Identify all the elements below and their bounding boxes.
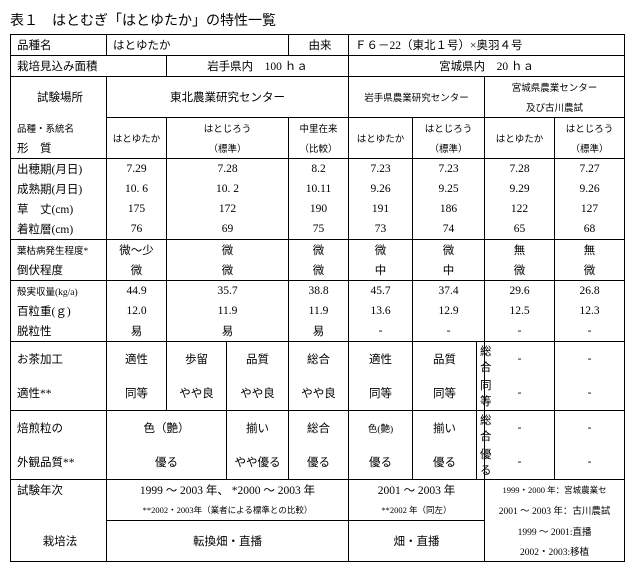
col-a3-1: 中里在来: [289, 118, 349, 139]
variety-name: はとゆたか: [107, 35, 289, 56]
col-a2-1: はとじろう: [167, 118, 289, 139]
row-method-1: 栽培法 転換畑・直播 畑・直播 1999 ～ 2001:直播: [11, 521, 625, 541]
row-yield: 殻実収量(kg/a) 44.9 35.7 38.8 45.7 37.4 29.6…: [11, 281, 625, 302]
col-b2-2: （標準）: [413, 138, 485, 159]
table-title: 表１ はとむぎ「はとゆたか」の特性一覧: [10, 10, 626, 30]
row-tea-1: お茶加工 適性 歩留 品質 総合 適性 品質 総合 - -: [11, 342, 625, 377]
col-lbl: 品種・系統名: [11, 118, 107, 139]
row-leaf: 葉枯病発生程度* 微～少 微 微 微 微 無 無: [11, 240, 625, 261]
origin-val: Ｆ６－22（東北１号）×奥羽４号: [349, 35, 625, 56]
col-b1: はとゆたか: [349, 118, 413, 159]
site-a: 東北農業研究センター: [107, 77, 349, 118]
col-c2-1: はとじろう: [555, 118, 625, 139]
row-hund: 百粒重(ｇ) 12.0 11.9 11.9 13.6 12.9 12.5 12.…: [11, 301, 625, 321]
col-c1: はとゆたか: [485, 118, 555, 159]
area-label: 栽培見込み面積: [11, 56, 167, 77]
site-c-1: 宮城県農業センター: [485, 77, 625, 98]
origin-label: 由来: [289, 35, 349, 56]
col-a3-2: （比較）: [289, 138, 349, 159]
site-b: 岩手県農業研究センター: [349, 77, 485, 118]
col-a2-2: （標準）: [167, 138, 289, 159]
col-c2-2: （標準）: [555, 138, 625, 159]
properties-table: 品種名 はとゆたか 由来 Ｆ６－22（東北１号）×奥羽４号 栽培見込み面積 岩手…: [10, 34, 625, 562]
row-lodge: 倒伏程度 微 微 微 中 中 微 微: [11, 260, 625, 281]
area-miyagi: 宮城県内 20 ｈａ: [349, 56, 625, 77]
area-iwate: 岩手県内 100 ｈａ: [167, 56, 349, 77]
shape-lbl: 形 質: [11, 138, 107, 159]
site-c-2: 及び古川農試: [485, 97, 625, 118]
row-heading: 出穂期(月日) 7.29 7.28 8.2 7.23 7.23 7.28 7.2…: [11, 159, 625, 180]
row-years-2: **2002・2003年（業者による標準との比較） **2002 年（同左） 2…: [11, 500, 625, 521]
col-a1: はとゆたか: [107, 118, 167, 159]
row-roast-1: 焙煎粒の 色（艶） 揃い 総合 色(艶) 揃い 総合 - -: [11, 411, 625, 446]
row-tea-2: 適性** 同等 やや良 やや良 やや良 同等 同等 同等 - -: [11, 376, 625, 411]
row-roast-2: 外観品質** 優る やや優る 優る 優る 優る 優る - -: [11, 445, 625, 480]
col-b2-1: はとじろう: [413, 118, 485, 139]
site-label: 試験場所: [11, 77, 107, 118]
row-grain: 着粒層(cm) 76 69 75 73 74 65 68: [11, 219, 625, 240]
row-mature: 成熟期(月日) 10. 6 10. 2 10.11 9.26 9.25 9.29…: [11, 179, 625, 199]
row-shed: 脱粒性 易 易 易 - - - -: [11, 321, 625, 342]
row-years-1: 試験年次 1999 ～ 2003 年、 *2000 ～ 2003 年 2001 …: [11, 480, 625, 501]
row-height: 草 丈(cm) 175 172 190 191 186 122 127: [11, 199, 625, 219]
variety-label: 品種名: [11, 35, 107, 56]
